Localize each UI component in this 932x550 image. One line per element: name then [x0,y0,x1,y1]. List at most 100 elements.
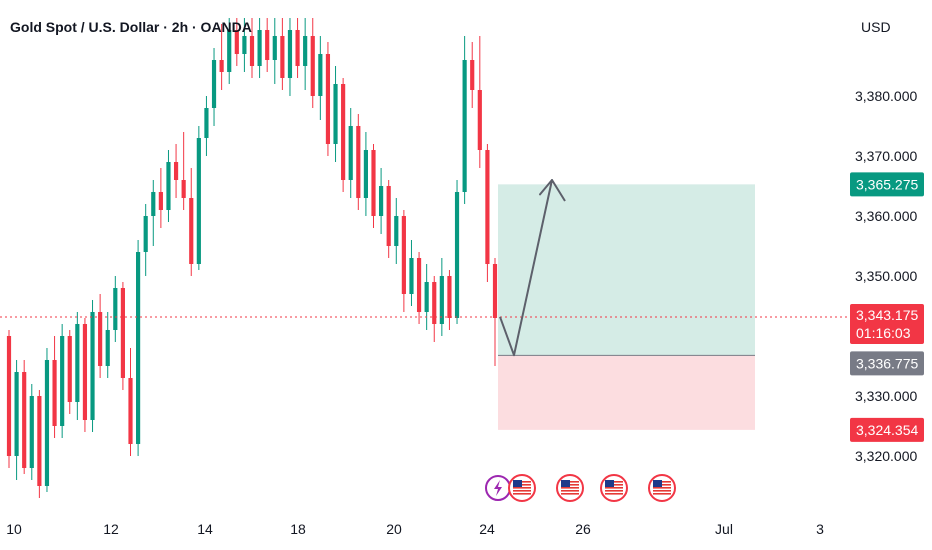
economic-events[interactable] [485,474,676,502]
flag-stripe [605,487,623,489]
candle [158,168,163,228]
candle [470,42,475,108]
price-axis[interactable]: 3,320.0003,330.0003,340.0003,350.0003,36… [855,88,917,464]
candle [181,132,186,210]
x-tick-label: 18 [290,521,306,537]
candle-body [75,324,80,402]
stop-zone [498,355,755,430]
flag-stripe [653,493,671,495]
candle [75,312,80,420]
candle [37,390,42,498]
candle-body [485,150,490,264]
candles-group [6,18,498,498]
candle [219,24,224,90]
candle [356,114,361,210]
candle-body [143,216,148,252]
candle [242,18,247,72]
candle [394,198,399,264]
candle-body [136,252,141,444]
candle-body [295,30,300,66]
candle-body [454,192,460,318]
entry-price-tag-bg [850,351,924,376]
chart-title: Gold Spot / U.S. Dollar · 2h · OANDA [10,19,252,35]
candle [485,144,490,282]
candle [60,324,65,438]
candle [348,108,353,198]
candle-body [14,372,19,456]
y-tick-label: 3,380.000 [855,88,917,104]
candle [318,36,323,120]
y-tick-label: 3,330.000 [855,388,917,404]
lightning-icon [485,475,511,501]
candle [439,258,444,336]
y-tick-label: 3,360.000 [855,208,917,224]
candle-body [113,288,118,330]
candle-body [401,216,406,294]
candle-body [333,84,338,144]
candle-body [44,360,50,486]
entry-price-tag: 3,336.775 [850,351,924,376]
candle-body [128,378,133,444]
candle [341,78,346,192]
flag-stripe [605,490,623,492]
candle-body [67,336,72,402]
x-tick-label: 20 [386,521,402,537]
currency-label: USD [861,19,891,35]
price-tags: 3,365.275 3,343.175 01:16:03 3,336.775 3,324… [850,172,924,442]
candle [379,168,384,234]
candle [295,18,300,78]
flag-canton [513,480,522,487]
candle [113,276,118,342]
current-price-tag: 3,343.175 01:16:03 [850,303,924,344]
projection-arrowhead [539,179,553,196]
candle [401,210,406,312]
candle-body [249,36,255,66]
candle [371,144,376,228]
candle-body [166,162,171,210]
candle [280,18,285,90]
candle-body [90,312,95,420]
candle [363,132,368,216]
candle [287,18,293,96]
candle-body [432,282,437,324]
candle-body [189,198,194,264]
target-price-tag-bg [850,172,924,197]
candle [386,180,391,258]
candle-body [234,30,239,54]
candle [447,270,452,330]
candle-body [341,84,346,180]
candle [143,204,148,276]
candle-body [424,282,429,312]
candle [98,294,103,378]
us-flag-icon [600,474,628,502]
entry-price-value: 3,336.775 [856,355,918,371]
candle [462,36,467,204]
candle [234,18,239,66]
candle [44,348,50,492]
candle [105,312,110,378]
candle-body [477,90,482,150]
candle-body [356,126,361,198]
time-axis[interactable]: 10 12 14 18 20 24 26 Jul 3 [6,521,824,537]
candle-body [173,162,179,180]
us-flag-icon [508,474,536,502]
x-tick-label: 14 [197,521,213,537]
candle [492,258,498,366]
candle-body [37,396,42,486]
x-tick-label: 10 [6,521,22,537]
candle-body [158,192,163,210]
candle-body [318,54,323,96]
candle [227,18,232,84]
candle [325,42,331,156]
long-position-tool[interactable] [498,184,755,430]
stop-price-tag-bg [850,417,924,442]
candle-body [211,60,217,108]
candle [424,264,429,330]
candle [477,36,482,168]
x-tick-label: 3 [816,521,824,537]
flag-canton [605,480,614,487]
current-price-tag-bg [850,303,924,344]
x-tick-label: 24 [479,521,495,537]
candle [120,282,125,390]
